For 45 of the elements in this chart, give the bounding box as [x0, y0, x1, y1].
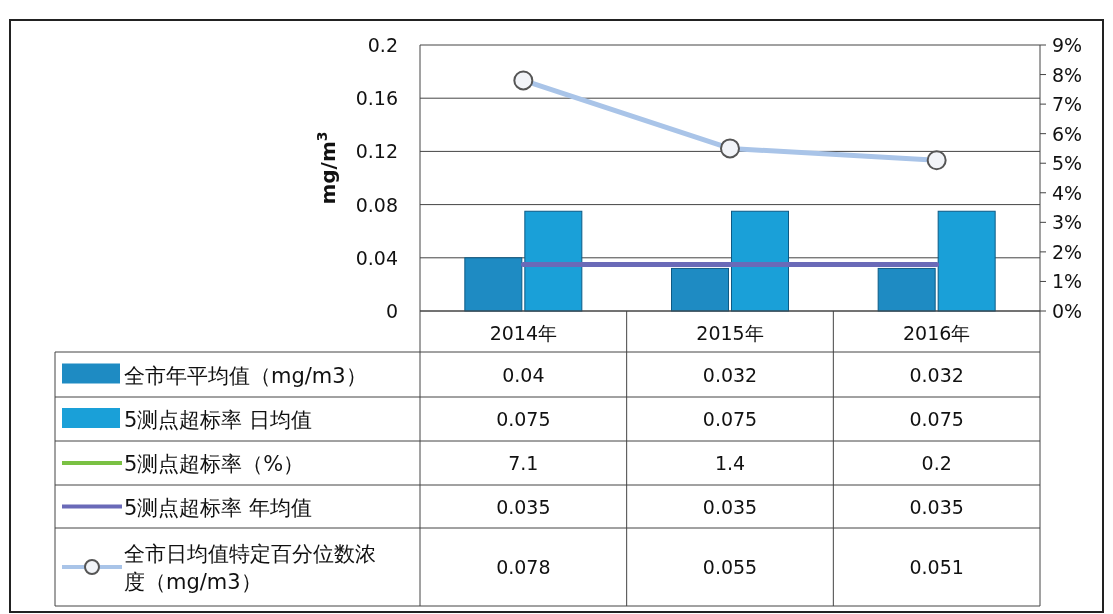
x-tick-label: 2016年 [902, 322, 971, 344]
data-label: 0.075 [702, 408, 758, 430]
legend-label: 全市年平均值（mg/m3） [124, 363, 367, 388]
y2-tick-label: 4% [1052, 181, 1083, 204]
y2-tick-label: 2% [1052, 240, 1083, 263]
data-label: 0.032 [702, 363, 758, 386]
data-label: 0.032 [909, 363, 964, 386]
data-label: 0.055 [702, 556, 758, 578]
data-label: 0.035 [702, 495, 758, 518]
y-tick-label: 0.08 [355, 193, 398, 216]
y-tick-label: 0 [385, 300, 398, 322]
y-tick-label: 0.2 [367, 34, 398, 56]
data-label: 0.075 [496, 408, 551, 430]
data-label: 0.035 [909, 495, 964, 518]
data-label: 0.035 [496, 495, 551, 518]
bar [877, 267, 936, 312]
data-label: 0.078 [496, 556, 551, 578]
y2-tick-label: 8% [1052, 63, 1083, 86]
x-tick-label: 2015年 [696, 322, 764, 344]
data-label: 0.04 [502, 363, 545, 386]
y2-tick-label: 3% [1052, 211, 1083, 234]
bar [671, 267, 729, 312]
text: 7.1 [508, 452, 539, 474]
data-label: 0.051 [909, 556, 964, 578]
legend-label: 5测点超标率 年均值 [124, 495, 313, 520]
y2-tick-label: 9% [1052, 34, 1083, 56]
y-tick-label: 0.12 [355, 140, 398, 163]
bar [937, 210, 996, 312]
y-tick-label: 0.04 [355, 246, 398, 269]
data-label: 0.075 [909, 408, 964, 430]
x-tick-label: 2014年 [489, 322, 558, 344]
bar [464, 257, 523, 312]
y2-tick-label: 7% [1052, 93, 1083, 116]
legend-label: 全市日均值特定百分位数浓度（mg/m3） [124, 542, 376, 594]
y2-tick-label: 1% [1052, 270, 1083, 293]
legend-label: 5测点超标率 日均值 [124, 408, 313, 432]
y-tick-label: 0.16 [355, 87, 398, 110]
text: 0.2 [921, 452, 952, 474]
legend-label: 5测点超标率（%） [124, 452, 305, 476]
text: 1.4 [714, 452, 746, 474]
bar [731, 210, 789, 312]
y2-tick-label: 5% [1052, 152, 1083, 175]
y2-tick-label: 6% [1052, 122, 1083, 145]
y2-tick-label: 0% [1052, 300, 1083, 322]
bar [524, 210, 583, 312]
